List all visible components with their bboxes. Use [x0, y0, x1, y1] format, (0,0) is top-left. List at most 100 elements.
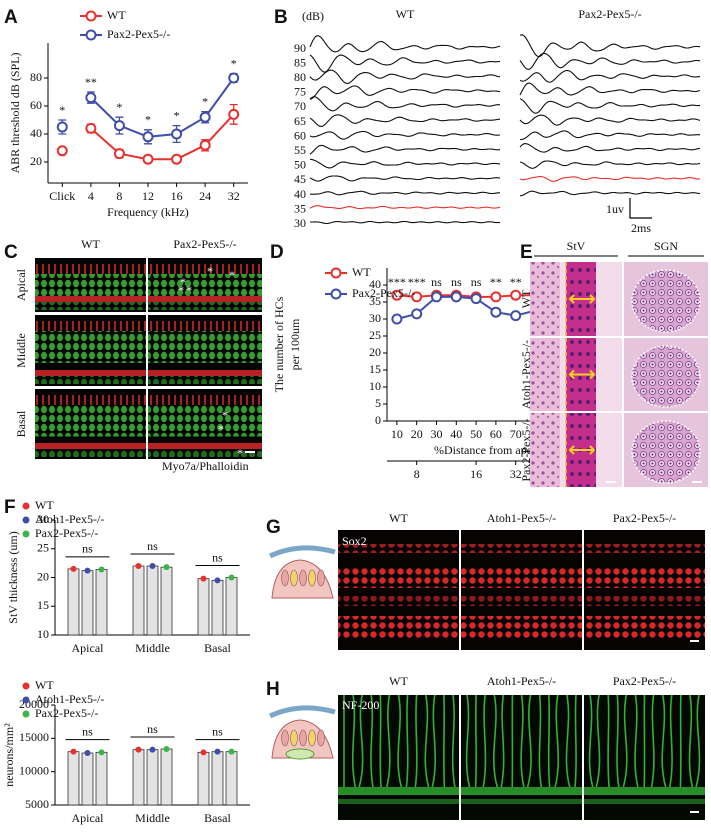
y-tick-label: 35 [369, 294, 381, 308]
bar [132, 749, 145, 806]
nerve-fiber [669, 694, 673, 788]
column-label: Atoh1-Pex5-/- [487, 674, 556, 688]
bar-dot [70, 748, 77, 755]
nerve-fiber [379, 694, 382, 788]
x-tick-label: 12 [142, 189, 154, 203]
x-tick-label: 24 [199, 189, 211, 203]
abr-trace [309, 54, 501, 73]
asterisk: * [207, 264, 213, 278]
bar-dot [149, 563, 156, 569]
x-tick-label: Apical [72, 641, 105, 655]
nerve-fiber [650, 694, 655, 788]
nerve-fiber [424, 694, 430, 788]
sox2-nuclei [584, 544, 705, 553]
x-tick-label: 16 [171, 189, 183, 203]
sox2-nuclei [461, 568, 582, 588]
hair-cells [148, 274, 262, 299]
x-tick-label: Click [49, 189, 75, 203]
point [431, 291, 442, 303]
abr-trace [519, 82, 701, 96]
abr-level-label: 60 [294, 128, 306, 142]
nerve-fiber [358, 694, 364, 788]
nerve-fiber [474, 694, 477, 788]
cartoon-cell [308, 729, 316, 747]
nerve-band [338, 799, 459, 804]
panel-label: G [266, 517, 281, 538]
ihc-cells [35, 302, 146, 310]
nerve-band [461, 799, 582, 804]
nerve-fiber [547, 694, 551, 788]
nerve-fiber [607, 694, 610, 788]
cartoon-cell [299, 729, 307, 747]
point [171, 153, 183, 165]
point [391, 313, 403, 325]
row-label: WT [519, 289, 533, 308]
abr-trace [519, 34, 701, 58]
y-tick-label: 15 [369, 362, 381, 376]
abr-trace [519, 52, 701, 70]
sox2-nuclei [461, 616, 582, 638]
hair-bundles [148, 395, 262, 405]
x-tick-label: Middle [135, 811, 170, 825]
bar [81, 570, 94, 636]
bar-dot [200, 749, 207, 756]
ihc-cells [35, 449, 146, 457]
column-label: WT [389, 674, 408, 688]
point [85, 122, 97, 134]
abr-level-label: 45 [294, 172, 306, 186]
x-tick-label: 32 [228, 189, 240, 203]
y-tick-label: 30 [37, 512, 49, 526]
panel-label: E [520, 242, 533, 263]
x-tick-label: 10 [391, 427, 403, 441]
bar [67, 751, 80, 806]
column-label: WT [81, 237, 100, 251]
cartoon-neurons [285, 748, 315, 760]
point [142, 131, 154, 143]
abr-trace [519, 190, 701, 197]
legend-marker [22, 516, 30, 524]
significance: ns [212, 724, 223, 738]
bar-dot [163, 564, 170, 571]
significance: *** [408, 275, 426, 289]
ihc-cells [35, 376, 146, 384]
abr-trace [519, 143, 701, 153]
abr-trace [309, 205, 501, 210]
significance: ns [431, 275, 442, 289]
significance: * [174, 108, 180, 122]
column-label: Pax2-Pex5-/- [613, 674, 676, 688]
abr-trace [309, 130, 501, 140]
legend-label: Pax2-Pex5-/- [35, 706, 98, 720]
y-tick-label: 10000 [19, 763, 49, 777]
panel-label: H [266, 679, 280, 700]
bar [160, 566, 173, 636]
x2-tick-label: 16 [470, 467, 482, 481]
legend-marker [22, 696, 30, 704]
nerve-band [461, 787, 582, 795]
bar [67, 568, 80, 636]
legend-marker [22, 502, 30, 510]
panel-label: C [4, 242, 18, 263]
legend-label: WT [107, 8, 126, 22]
ihc-row [148, 443, 262, 449]
abr-trace [309, 114, 501, 127]
hair-bundles [148, 264, 262, 274]
legend-marker [85, 29, 97, 41]
hair-cells [35, 274, 146, 299]
legend-label: WT [352, 265, 371, 279]
bar-dot [84, 750, 91, 756]
bar-dot [98, 749, 105, 756]
asterisk: * [218, 422, 224, 436]
legend-label: Pax2-Pex5-/- [352, 286, 415, 300]
bar-dot [135, 746, 142, 753]
sox2-nuclei [461, 544, 582, 553]
stain-label: /Phalloidin [196, 459, 249, 473]
y-axis-label: StV thickness (um) [6, 531, 20, 623]
significance: * [59, 103, 65, 117]
nerve-fiber [554, 694, 560, 788]
y-tick-label: 60 [30, 98, 42, 112]
ihc-cells [148, 302, 262, 310]
point [391, 289, 403, 301]
x-tick-label: 30 [431, 427, 443, 441]
row-label: Pax2-Pex5-/- [519, 418, 533, 481]
stain-label: Myo7a [162, 459, 197, 473]
